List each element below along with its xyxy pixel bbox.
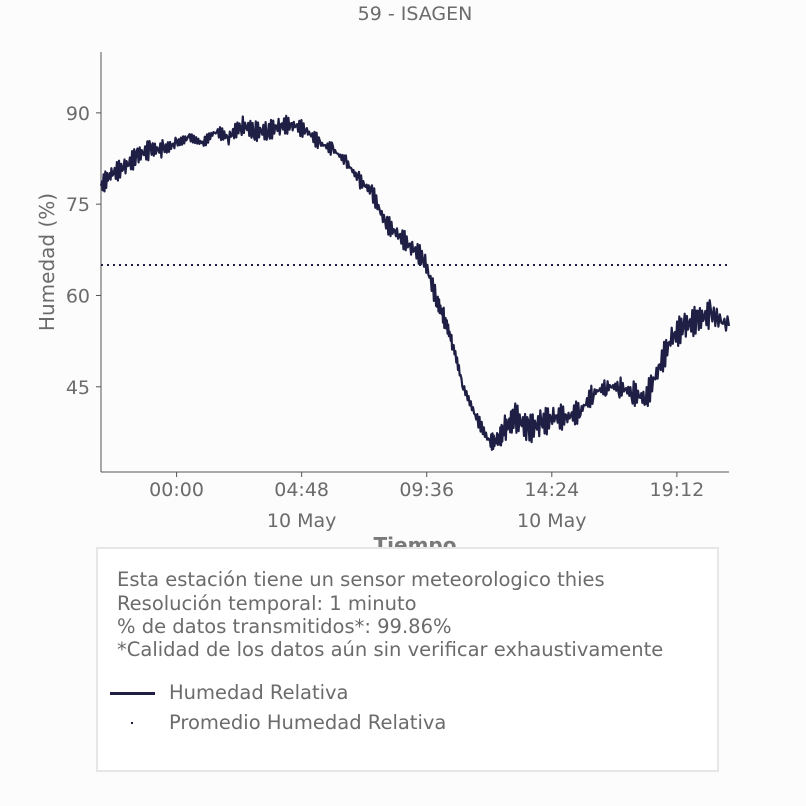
legend-item-humedad: Humedad Relativa [110, 681, 510, 705]
info-box: Esta estación tiene un sensor meteorolog… [96, 547, 719, 772]
legend-label-humedad: Humedad Relativa [169, 681, 349, 704]
legend-label-promedio: Promedio Humedad Relativa [169, 711, 447, 734]
x-tick-label: 14:24 [524, 479, 579, 501]
y-tick-label: 75 [66, 194, 90, 216]
info-line-quality-note: *Calidad de los datos aún sin verificar … [117, 638, 664, 661]
y-tick-label: 45 [66, 377, 90, 399]
y-axis-title: Humedad (%) [35, 193, 59, 331]
legend-dot-swatch [131, 722, 133, 724]
legend-line-swatch [110, 692, 155, 695]
y-tick-label: 60 [66, 285, 90, 307]
x-tick-sublabel: 10 May [517, 510, 587, 532]
series-line-humedad [99, 114, 731, 451]
info-line-transmitted: % de datos transmitidos*: 99.86% [117, 615, 452, 638]
info-line-resolution: Resolución temporal: 1 minuto [117, 592, 417, 615]
x-tick-label: 04:48 [274, 479, 329, 501]
info-line-sensor: Esta estación tiene un sensor meteorolog… [117, 568, 605, 591]
x-tick-sublabel: 10 May [267, 510, 337, 532]
x-tick-label: 00:00 [149, 479, 204, 501]
y-tick-label: 90 [66, 103, 90, 125]
x-tick-label: 19:12 [650, 479, 705, 501]
x-tick-label: 09:36 [399, 479, 454, 501]
legend-item-promedio: Promedio Humedad Relativa [110, 711, 510, 735]
chart-title: 59 - ISAGEN [357, 3, 473, 25]
